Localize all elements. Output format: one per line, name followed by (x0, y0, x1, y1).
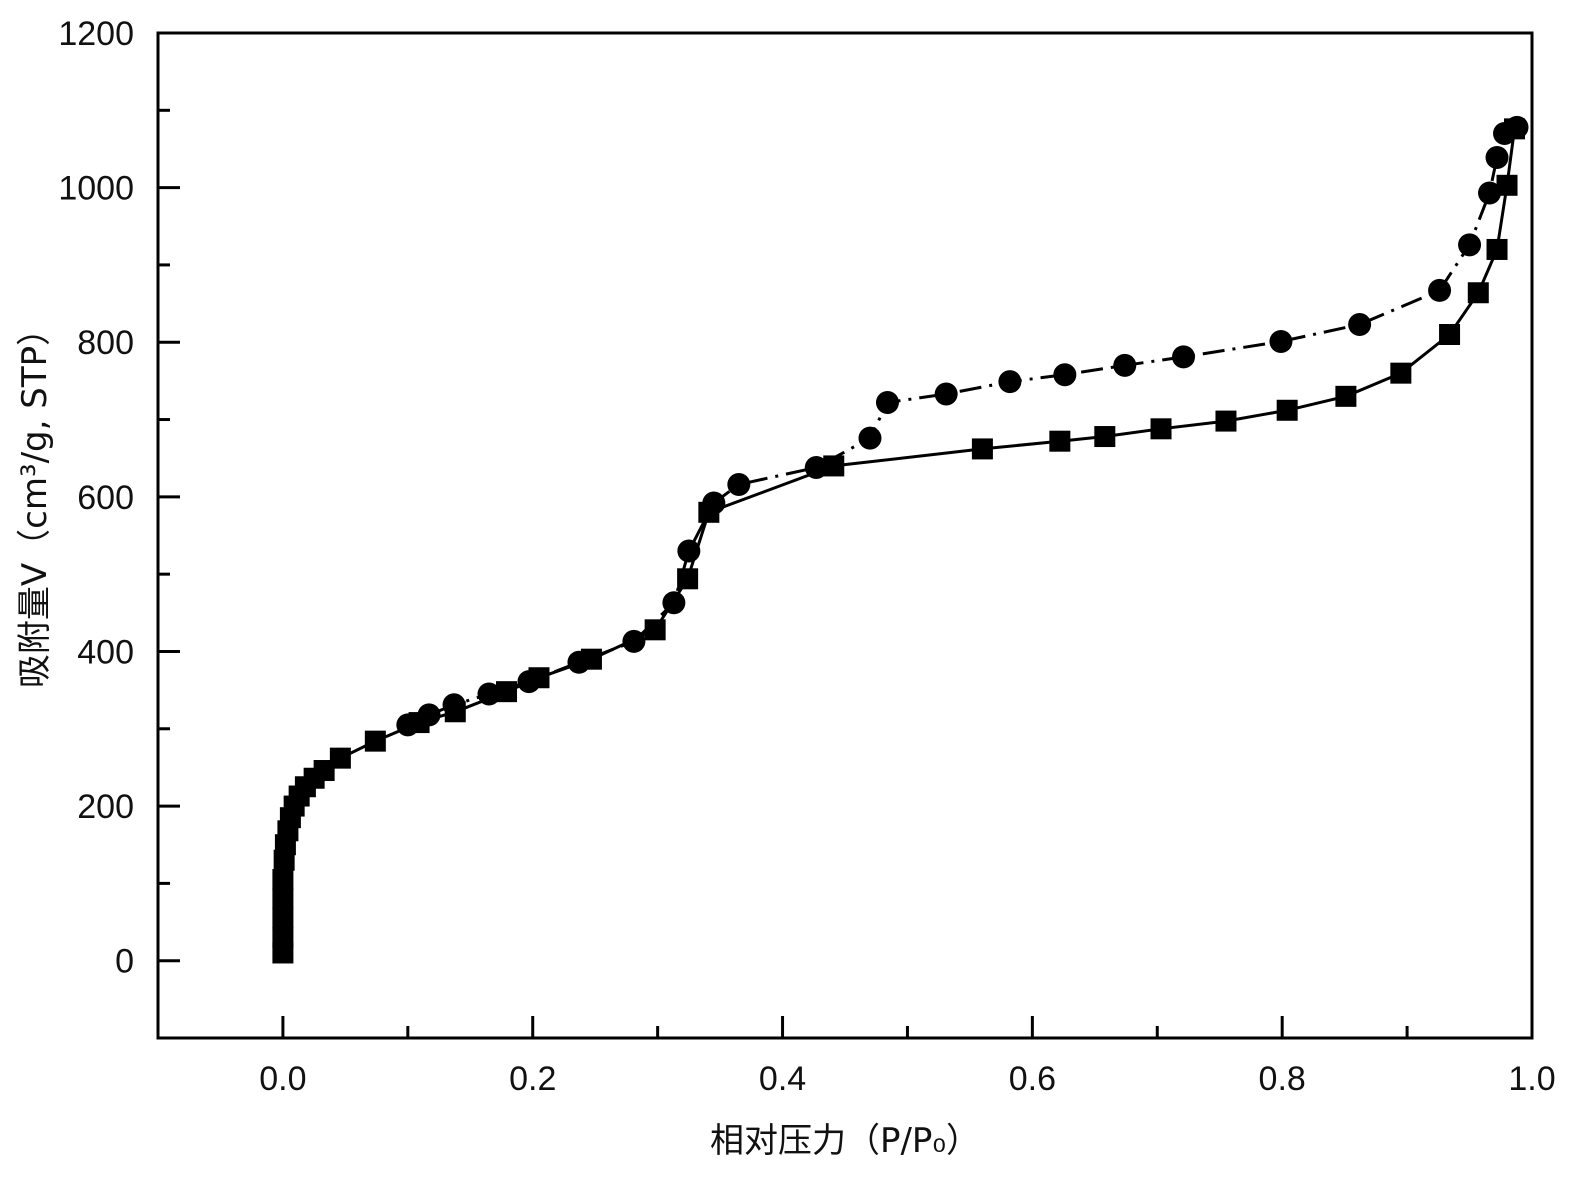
circle-marker (396, 713, 420, 737)
y-tick-label: 0 (115, 943, 134, 981)
circle-marker (442, 693, 466, 717)
x-axis-ticks: 0.0 0.2 0.4 0.6 0.8 1.0 (259, 1016, 1556, 1098)
square-marker (313, 760, 335, 782)
series-desorption (396, 115, 1529, 737)
circle-marker (702, 491, 726, 515)
desorption-line (407, 125, 1518, 727)
x-tick-label: 0.0 (259, 1060, 306, 1098)
adsorption-line (281, 128, 1516, 953)
circle-marker (1485, 145, 1509, 169)
y-tick-label: 400 (77, 633, 134, 671)
series-adsorption (272, 118, 1526, 964)
square-marker (272, 869, 294, 891)
square-marker (1390, 362, 1412, 384)
circle-marker (1269, 329, 1293, 353)
circle-marker (1053, 363, 1077, 387)
circle-marker (1348, 312, 1372, 336)
x-tick-label: 0.6 (1009, 1060, 1056, 1098)
square-marker (1335, 385, 1357, 407)
circle-marker (1172, 345, 1196, 369)
square-marker (364, 730, 386, 752)
x-tick-label: 0.4 (759, 1060, 806, 1098)
square-marker (1150, 418, 1172, 440)
square-marker (971, 438, 993, 460)
circle-marker (417, 703, 441, 727)
plot-frame (156, 31, 1534, 1040)
y-axis-ticks: 0 200 400 600 800 1000 1200 (58, 15, 180, 981)
y-tick-label: 1000 (58, 170, 134, 208)
circle-marker (998, 370, 1022, 394)
x-tick-label: 0.8 (1259, 1060, 1306, 1098)
circle-marker (1113, 353, 1137, 377)
y-tick-label: 600 (77, 479, 134, 517)
square-marker (495, 681, 517, 703)
y-tick-label: 200 (77, 788, 134, 826)
circle-marker (662, 591, 686, 615)
square-marker (1496, 174, 1518, 196)
circle-marker (622, 629, 646, 653)
circle-marker (1493, 122, 1517, 145)
square-marker (329, 747, 351, 769)
square-marker (272, 927, 294, 948)
square-marker (1439, 324, 1461, 345)
square-marker (272, 907, 294, 929)
y-axis-title: 吸附量V（cm³/g, STP） (15, 312, 55, 688)
circle-marker (804, 455, 828, 479)
circle-marker (477, 682, 501, 706)
plot-border (156, 31, 1534, 1040)
circle-marker (875, 391, 899, 415)
circle-marker (858, 426, 882, 450)
circle-marker (1458, 233, 1482, 257)
circle-marker (1428, 278, 1452, 302)
square-marker (1276, 399, 1298, 421)
y-tick-label: 1200 (58, 15, 134, 53)
square-marker (1486, 238, 1508, 260)
square-marker (644, 619, 666, 641)
circle-marker (517, 670, 541, 694)
x-tick-label: 0.2 (509, 1060, 556, 1098)
circle-marker (934, 382, 958, 406)
square-marker (272, 888, 294, 910)
circle-marker (677, 539, 701, 563)
square-marker (1215, 410, 1237, 432)
square-marker (1467, 282, 1489, 304)
square-marker (1049, 430, 1071, 452)
x-axis-title: 相对压力（P/P₀） (710, 1121, 980, 1161)
square-marker (1094, 426, 1116, 448)
circle-marker (567, 650, 591, 674)
circle-marker (727, 472, 751, 496)
circle-marker (1478, 181, 1502, 205)
series-layer (272, 115, 1529, 964)
x-tick-label: 1.0 (1508, 1060, 1555, 1098)
y-tick-label: 800 (77, 324, 134, 362)
